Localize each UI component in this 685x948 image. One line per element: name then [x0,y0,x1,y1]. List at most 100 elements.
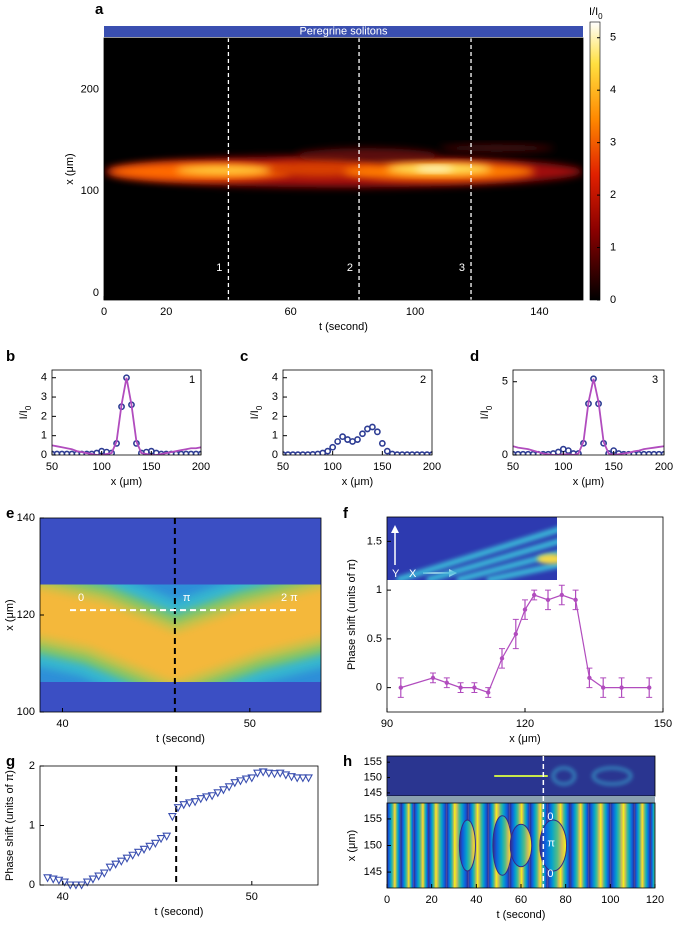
inset-stripes [396,526,557,580]
data-point [383,447,391,455]
y-tick-label: 150 [364,839,382,851]
x-tick-label: 20 [160,306,172,318]
y-tick-label: 1.5 [367,535,382,547]
strip-tick-label: 145 [364,787,382,799]
y-axis-label-main: I/I [249,410,261,419]
phase-stripe [641,803,651,888]
x-tick-label: 100 [601,894,619,906]
inset-label: X [409,568,417,580]
phase-stripe [446,803,456,888]
data-point [619,685,624,690]
data-point [202,793,211,802]
data-point [573,597,578,603]
heat-blob [175,165,272,176]
x-tick-label: 120 [516,718,534,730]
data-point [94,872,104,881]
data-point [564,447,572,455]
data-point [139,845,149,854]
x-tick-label: 0 [384,894,390,906]
panel-label: c [240,348,248,365]
data-point [660,450,664,455]
x-tick-label: 200 [423,461,441,473]
data-point [88,875,98,884]
plot-area [513,375,664,455]
y-tick-label: 0 [93,287,99,299]
colorbar-tick-label: 0 [610,294,616,306]
phase-stripe [422,803,429,888]
y-tick-label: 2 [29,760,35,772]
data-point [162,832,172,841]
y-axis-label: I/I0 [18,405,33,419]
x-tick-label: 120 [646,894,664,906]
heat-blob [439,144,555,152]
x-tick-label: 60 [284,306,296,318]
marker-label: 2 [347,262,353,274]
data-point [230,779,240,788]
panel-label: f [343,505,349,522]
phase-stripe [428,803,437,888]
phase-stripe [387,803,396,888]
data-point [359,430,366,438]
y-axis-label: x (μm) [64,153,76,184]
y-tick-label: 1 [272,430,278,442]
strip-tick-label: 155 [364,756,382,768]
x-axis-label: x (μm) [342,476,373,488]
y-tick-label: 3 [41,391,47,403]
phase-stripe [588,803,602,888]
data-point [378,440,386,447]
phase-stripe [580,803,589,888]
y-tick-label: 0 [29,879,35,891]
plot-frame [103,37,584,301]
data-point [472,685,477,690]
plot-area [40,518,321,712]
x-tick-label: 50 [246,891,258,903]
x-tick-label: 150 [604,461,622,473]
y-tick-label: 0.5 [367,633,382,645]
y-axis-label-main: I/I [18,410,30,419]
data-point [116,857,126,866]
data-point [339,433,346,441]
data-point [258,768,268,777]
arrow-head [391,525,399,533]
y-tick-label: 155 [364,813,382,825]
data-point [522,607,528,612]
data-point [48,875,58,884]
curve-label: 3 [652,374,658,386]
x-tick-label: 40 [56,718,68,730]
x-tick-label: 90 [381,718,393,730]
heat-blob [415,166,454,172]
panel-label: e [6,505,14,522]
y-axis-label-main: x (μm) [4,599,16,630]
y-tick-label: 2 [41,410,47,422]
heat-band [40,588,321,681]
x-tick-label: 0 [101,306,107,318]
phase-stripe [600,803,611,888]
phase-stripe [529,803,542,888]
phase-vortex [458,819,476,872]
plot-area [52,374,201,455]
x-tick-label: 60 [515,894,527,906]
data-point [275,769,285,778]
x-axis-label: x (μm) [509,733,540,745]
data-point [647,685,652,690]
y-tick-label: 200 [81,84,99,96]
y-axis-label-main: x (μm) [346,830,358,861]
plot-frame [51,369,202,456]
phase-stripe [650,803,655,888]
y-tick-label: 1 [29,819,35,831]
phase-stripe [634,803,643,888]
x-axis-label: t (second) [319,321,368,333]
colorbar-label-sub: 0 [598,12,603,21]
x-tick-label: 100 [92,461,110,473]
y-tick-label: 4 [272,372,278,384]
y-axis-label: I/I0 [249,405,264,419]
y-tick-label: 2 [272,410,278,422]
x-tick-label: 50 [277,461,289,473]
x-tick-label: 100 [323,461,341,473]
y-axis-label: x (μm) [346,830,358,861]
x-tick-label: 50 [507,461,519,473]
annotation: 0 [547,868,553,880]
data-point [190,798,200,807]
plot-frame [282,369,433,456]
data-point [287,773,296,782]
